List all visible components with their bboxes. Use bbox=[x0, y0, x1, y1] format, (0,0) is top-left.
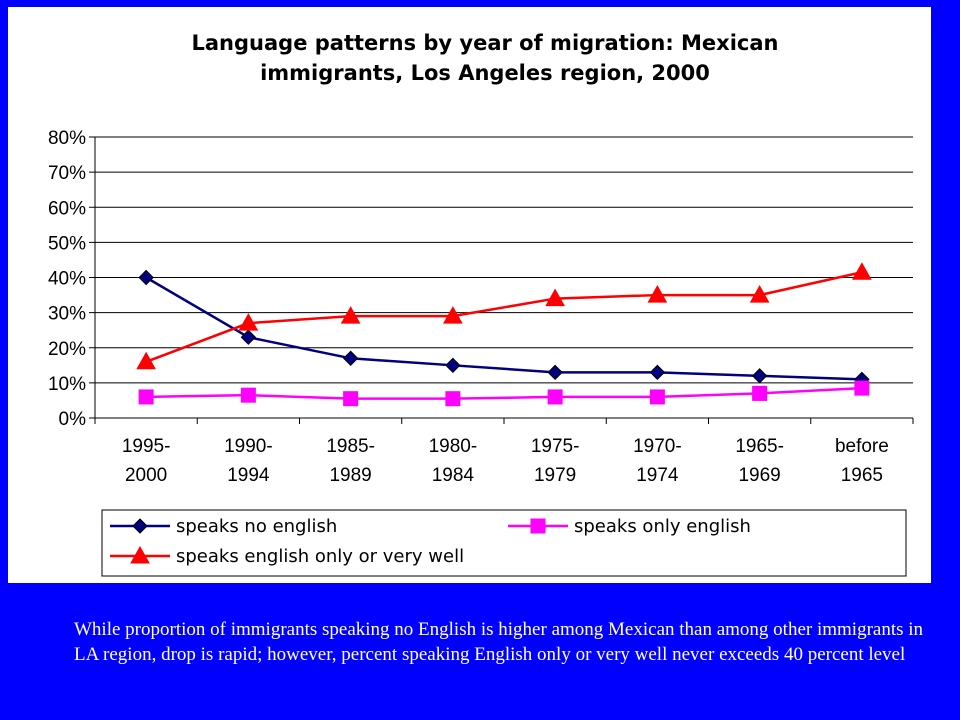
x-tick-label: 1994 bbox=[227, 465, 270, 486]
x-tick-label: 1979 bbox=[534, 465, 576, 486]
data-point bbox=[649, 364, 666, 381]
axes bbox=[89, 136, 914, 424]
x-tick-label: 1985- bbox=[326, 436, 375, 457]
legend-label-0: speaks no english bbox=[176, 516, 337, 537]
data-point bbox=[445, 357, 461, 374]
x-tick-label: 1989 bbox=[329, 465, 371, 486]
data-point bbox=[138, 389, 154, 405]
legend-label-2: speaks english only or very well bbox=[176, 546, 464, 567]
series-line-2 bbox=[145, 271, 863, 363]
data-point bbox=[545, 288, 565, 307]
data-point bbox=[240, 387, 256, 403]
x-tick-label: 1975- bbox=[531, 436, 580, 457]
data-point bbox=[343, 391, 359, 407]
y-tick-label: 50% bbox=[48, 233, 86, 254]
x-tick-label: 1990- bbox=[224, 436, 273, 457]
y-tick-label: 20% bbox=[48, 339, 86, 360]
line-chart: Language patterns by year of migration: … bbox=[48, 31, 914, 577]
x-tick-label: 1970- bbox=[633, 436, 682, 457]
series-line-0 bbox=[145, 276, 862, 381]
data-point bbox=[443, 306, 463, 324]
y-tick-label: 80% bbox=[48, 128, 86, 149]
slide-caption: While proportion of immigrants speaking … bbox=[74, 619, 924, 665]
legend: speaks no english speaks only english spea… bbox=[101, 509, 907, 577]
x-axis-tick-labels: 1995- 2000 1990- 1994 1985- 1989 1980- 1984 1975… bbox=[122, 436, 889, 486]
x-tick-label: 1965 bbox=[841, 465, 883, 486]
gridlines bbox=[95, 136, 913, 384]
y-tick-label: 60% bbox=[48, 198, 86, 219]
legend-box bbox=[101, 509, 907, 577]
x-tick-label: 1984 bbox=[432, 465, 475, 486]
x-tick-label: 2000 bbox=[125, 465, 167, 486]
y-tick-label: 10% bbox=[48, 374, 86, 395]
legend-marker-1 bbox=[530, 518, 546, 534]
y-tick-label: 30% bbox=[48, 304, 86, 325]
legend-marker-2 bbox=[130, 545, 150, 564]
x-tick-label: 1969 bbox=[738, 465, 780, 486]
data-point bbox=[340, 306, 361, 324]
x-tick-label: before bbox=[835, 436, 889, 457]
y-tick-label: 0% bbox=[59, 409, 87, 430]
y-tick-label: 70% bbox=[48, 163, 86, 184]
data-point bbox=[342, 350, 359, 366]
data-point bbox=[649, 389, 665, 405]
data-point bbox=[547, 364, 563, 381]
data-point bbox=[751, 368, 768, 384]
legend-marker-0 bbox=[132, 518, 148, 534]
x-tick-label: 1965- bbox=[735, 436, 784, 457]
data-point bbox=[547, 389, 563, 405]
data-point bbox=[852, 262, 872, 280]
data-point bbox=[240, 329, 257, 345]
y-tick-label: 40% bbox=[48, 269, 86, 290]
x-tick-label: 1995- bbox=[122, 436, 171, 457]
legend-label-1: speaks only english bbox=[574, 516, 751, 537]
chart-title-line-1: Language patterns by year of migration: … bbox=[192, 31, 779, 55]
y-axis-tick-labels: 0% 10% 20% 30% 40% 50% 60% 70% 80% bbox=[48, 128, 86, 430]
data-point bbox=[749, 285, 770, 303]
x-tick-label: 1974 bbox=[636, 465, 679, 486]
data-point bbox=[136, 351, 156, 370]
data-point bbox=[647, 285, 668, 303]
chart-panel: Language patterns by year of migration: … bbox=[8, 7, 931, 583]
data-point bbox=[138, 269, 154, 286]
chart-title-line-2: immigrants, Los Angeles region, 2000 bbox=[260, 61, 710, 85]
data-point bbox=[445, 391, 461, 407]
x-tick-label: 1980- bbox=[429, 436, 478, 457]
data-point bbox=[238, 313, 259, 331]
data-point bbox=[854, 380, 870, 396]
data-point bbox=[752, 385, 768, 401]
series-lines bbox=[136, 262, 872, 407]
series-line-1 bbox=[146, 386, 862, 400]
